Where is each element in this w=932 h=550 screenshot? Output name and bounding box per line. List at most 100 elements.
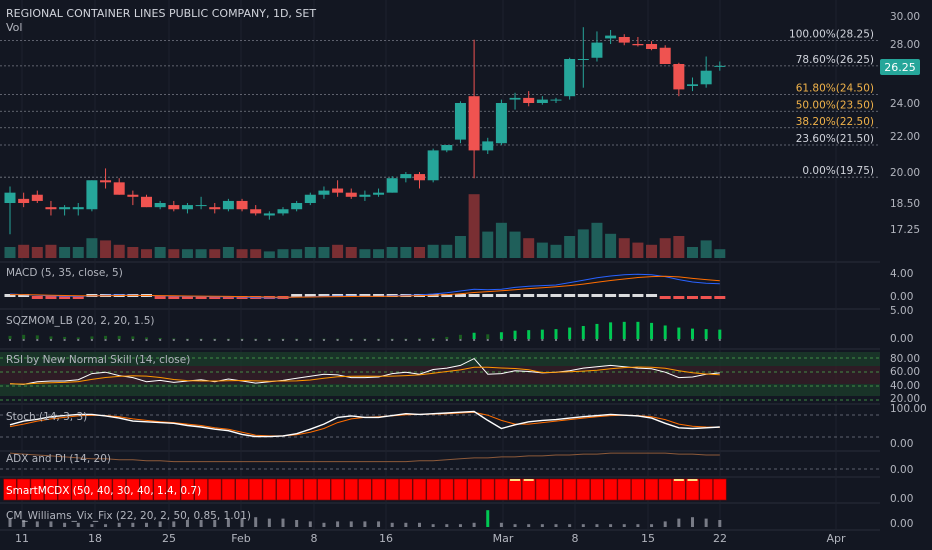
smart-bar-11	[153, 478, 167, 501]
macd-hist-32	[441, 294, 453, 297]
vix-bar-27	[377, 521, 381, 527]
vix-bar-8	[117, 522, 121, 527]
vix-bar-44	[609, 524, 613, 527]
smart-bar-31	[426, 478, 440, 501]
candle-38	[523, 91, 535, 107]
candle-body-12	[168, 205, 180, 210]
smart-top-38	[523, 479, 534, 481]
sqz-bar-43	[595, 323, 599, 339]
smart-bar-32	[440, 478, 454, 501]
vix-bar-40	[554, 524, 558, 527]
sqz-dot-11	[159, 339, 162, 341]
macd-label: MACD (5, 35, close, 5)	[6, 267, 123, 279]
sqz-dot-27	[377, 339, 380, 341]
sqz-bar-40	[554, 329, 558, 339]
candle-body-43	[591, 42, 603, 58]
sqz-dot-0	[9, 339, 11, 341]
candle-body-19	[263, 213, 275, 216]
stoch-label: Stoch (14, 3, 3)	[6, 411, 87, 423]
vix-bar-9	[131, 522, 135, 527]
macd-hist-11	[154, 296, 166, 299]
macd-hist-27	[373, 294, 385, 297]
vix-bar-19	[267, 518, 271, 527]
smart-bar-4	[57, 478, 72, 501]
smart-bar-43	[590, 478, 604, 501]
volume-bar-7	[100, 240, 112, 258]
candle-body-50	[687, 84, 698, 86]
sqz-dot-23	[322, 339, 325, 341]
rsi-tick-80: 80.00	[890, 353, 920, 365]
sqz-dot-26	[363, 339, 366, 341]
smart-bar-38	[521, 478, 536, 501]
sqz-bar-1	[22, 334, 26, 339]
volume-bar-33	[454, 236, 466, 258]
macd-hist-35	[482, 294, 494, 297]
smart-bar-19	[262, 478, 277, 501]
sqz-bar-9	[131, 336, 135, 339]
sqz-dot-16	[227, 339, 230, 341]
sqz-dot-12	[172, 339, 175, 341]
candle-body-16	[222, 200, 234, 210]
candle-36	[495, 99, 507, 145]
fib-label-2: 61.80%(24.50)	[796, 83, 874, 95]
smart-bar-14	[194, 478, 208, 501]
candle-body-40	[550, 99, 562, 101]
sqz-dot-37	[514, 339, 517, 341]
smart-bar-47	[644, 478, 659, 501]
vix-bar-22	[308, 521, 312, 527]
volume-bar-6	[86, 238, 98, 258]
time-axis[interactable]: 11 18 25 Feb 8 16 Mar 8 15 22 Apr	[15, 532, 846, 545]
macd-hist-51	[700, 296, 712, 299]
sqz-bar-31	[431, 337, 435, 339]
sqz-bar-35	[486, 334, 490, 339]
sqz-dot-33	[459, 339, 462, 341]
sqz-bar-49	[677, 327, 681, 339]
price-tick-4: 22.00	[890, 131, 920, 143]
macd-hist-50	[687, 296, 698, 299]
sqz-dot-7	[104, 339, 107, 341]
adx-line	[9, 452, 720, 463]
vix-bar-38	[527, 524, 531, 527]
volume-bar-31	[427, 244, 439, 258]
candle-layer[interactable]	[4, 27, 726, 235]
vix-bar-48	[663, 521, 667, 527]
smart-bar-44	[603, 478, 618, 501]
smart-bar-45	[617, 478, 631, 501]
sqz-dot-1	[22, 339, 25, 341]
macd-hist-39	[536, 294, 548, 297]
sqz-dot-42	[582, 339, 585, 341]
time-tick-5: 16	[379, 532, 393, 545]
smart-bar-40	[549, 478, 563, 501]
sqz-bar-7	[104, 335, 108, 339]
vix-bar-52	[718, 520, 722, 527]
volume-bar-48	[659, 238, 671, 258]
macd-hist-3	[45, 296, 57, 299]
volume-bar-3	[45, 244, 57, 258]
candle-body-24	[332, 188, 344, 193]
candle-2	[31, 190, 43, 203]
vix-bar-34	[472, 522, 476, 527]
fib-label-6: 0.00%(19.75)	[802, 165, 874, 177]
vix-bar-3	[49, 521, 53, 527]
candle-body-28	[386, 178, 398, 193]
sqz-dot-50	[691, 339, 694, 341]
smart-bar-10	[139, 478, 154, 501]
candle-19	[263, 211, 275, 220]
candle-body-46	[632, 44, 644, 46]
candle-8	[113, 178, 125, 195]
macd-hist-33	[454, 294, 466, 297]
sqz-dot-48	[664, 339, 667, 341]
vix-bar-23	[322, 522, 326, 527]
candle-40	[550, 97, 562, 103]
candle-48	[659, 45, 671, 64]
candle-27	[373, 188, 385, 197]
volume-bar-39	[536, 242, 548, 258]
macd-hist-21	[291, 294, 303, 297]
candle-body-11	[154, 203, 166, 208]
sqz-bar-41	[568, 327, 572, 339]
volume-bar-35	[482, 231, 494, 258]
last-price-label: 26.25	[884, 61, 916, 74]
smart-bar-22	[303, 478, 317, 501]
